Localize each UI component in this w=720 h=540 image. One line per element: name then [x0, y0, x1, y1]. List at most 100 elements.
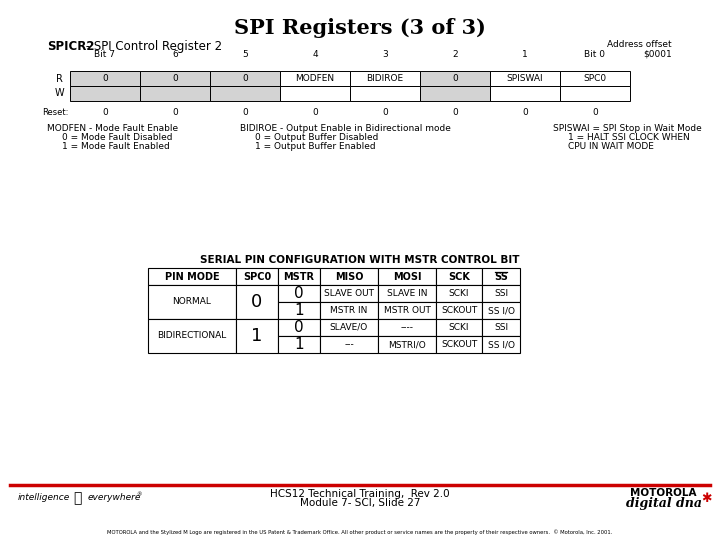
Text: SPC0: SPC0 [243, 272, 271, 281]
Text: SERIAL PIN CONFIGURATION WITH MSTR CONTROL BIT: SERIAL PIN CONFIGURATION WITH MSTR CONTR… [200, 255, 520, 265]
Text: 3: 3 [382, 50, 388, 59]
Text: SLAVE IN: SLAVE IN [387, 289, 427, 298]
Bar [436, 302, 482, 319]
Bar [280, 86, 350, 101]
Text: SCKI: SCKI [449, 289, 469, 298]
Text: SCKI: SCKI [449, 323, 469, 332]
Bar [436, 268, 482, 285]
Text: 0: 0 [452, 108, 458, 117]
Text: 0: 0 [172, 108, 178, 117]
Text: ®: ® [136, 492, 142, 497]
Bar [140, 71, 210, 86]
Text: MODFEN - Mode Fault Enable: MODFEN - Mode Fault Enable [47, 124, 178, 133]
Bar [236, 319, 278, 353]
Text: MOTOROLA: MOTOROLA [630, 488, 696, 498]
Text: SSI: SSI [494, 323, 508, 332]
Text: BIDIROE: BIDIROE [366, 74, 404, 83]
Bar [236, 268, 278, 285]
Text: MSTR OUT: MSTR OUT [384, 306, 431, 315]
Bar [70, 71, 140, 86]
Text: SS: SS [494, 272, 508, 281]
Text: SCK: SCK [448, 272, 470, 281]
Text: SLAVE/O: SLAVE/O [330, 323, 368, 332]
Text: 0: 0 [102, 108, 108, 117]
Text: MSTR: MSTR [284, 272, 315, 281]
Bar [490, 86, 560, 101]
Bar [70, 86, 140, 101]
Bar [278, 268, 320, 285]
Text: digital dna: digital dna [626, 496, 702, 510]
Bar [436, 336, 482, 353]
Bar [436, 319, 482, 336]
Bar [560, 71, 630, 86]
Bar [278, 302, 320, 319]
Text: 0 = Mode Fault Disabled: 0 = Mode Fault Disabled [62, 133, 173, 142]
Text: Bit 0: Bit 0 [585, 50, 606, 59]
Text: 0: 0 [102, 74, 108, 83]
Text: 0: 0 [522, 108, 528, 117]
Text: 0: 0 [251, 293, 263, 311]
Text: SPI Registers (3 of 3): SPI Registers (3 of 3) [234, 18, 486, 38]
Text: 0 = Output Buffer Disabled: 0 = Output Buffer Disabled [255, 133, 379, 142]
Text: - SPI Control Register 2: - SPI Control Register 2 [82, 40, 222, 53]
Text: SSI: SSI [494, 289, 508, 298]
Text: SS I/O: SS I/O [487, 306, 515, 315]
Text: 1 = HALT SSI CLOCK WHEN: 1 = HALT SSI CLOCK WHEN [568, 133, 690, 142]
Bar [420, 71, 490, 86]
Text: ✱: ✱ [701, 491, 711, 504]
Text: HCS12 Technical Training,  Rev 2.0: HCS12 Technical Training, Rev 2.0 [270, 489, 450, 499]
Bar [490, 71, 560, 86]
Text: ---: --- [344, 340, 354, 349]
Text: ----: ---- [400, 323, 413, 332]
Text: 1: 1 [294, 337, 304, 352]
Bar [350, 86, 420, 101]
Text: 1: 1 [522, 50, 528, 59]
Text: 0: 0 [294, 286, 304, 301]
Text: 0: 0 [172, 74, 178, 83]
Bar [140, 86, 210, 101]
Bar [378, 285, 436, 302]
Bar [378, 336, 436, 353]
Text: MSTR IN: MSTR IN [330, 306, 368, 315]
Text: 0: 0 [294, 320, 304, 335]
Text: 1 = Mode Fault Enabled: 1 = Mode Fault Enabled [62, 142, 170, 151]
Bar [482, 302, 520, 319]
Text: 1 = Output Buffer Enabled: 1 = Output Buffer Enabled [255, 142, 376, 151]
Text: Module 7- SCI, Slide 27: Module 7- SCI, Slide 27 [300, 498, 420, 508]
Text: MOTOROLA and the Stylized M Logo are registered in the US Patent & Trademark Off: MOTOROLA and the Stylized M Logo are reg… [107, 529, 613, 535]
Bar [420, 86, 490, 101]
Bar [320, 302, 378, 319]
Text: MODFEN: MODFEN [295, 74, 335, 83]
Text: Address offset: Address offset [608, 40, 672, 49]
Bar [320, 336, 378, 353]
Text: SS I/O: SS I/O [487, 340, 515, 349]
Bar [278, 336, 320, 353]
Text: SCKOUT: SCKOUT [441, 306, 477, 315]
Text: 1: 1 [251, 327, 263, 345]
Text: BIDIRECTIONAL: BIDIRECTIONAL [158, 332, 227, 341]
Bar [482, 285, 520, 302]
Text: SPC0: SPC0 [583, 74, 606, 83]
Bar [148, 268, 236, 285]
Text: 0: 0 [312, 108, 318, 117]
Text: BIDIROE - Output Enable in Bidirectional mode: BIDIROE - Output Enable in Bidirectional… [240, 124, 451, 133]
Text: $0001: $0001 [643, 49, 672, 58]
Text: 0: 0 [382, 108, 388, 117]
Text: 1: 1 [294, 303, 304, 318]
Text: 2: 2 [452, 50, 458, 59]
Bar [320, 285, 378, 302]
Text: Reset:: Reset: [42, 108, 68, 117]
Bar [320, 268, 378, 285]
Text: SCKOUT: SCKOUT [441, 340, 477, 349]
Text: 5: 5 [242, 50, 248, 59]
Bar [280, 71, 350, 86]
Bar [278, 285, 320, 302]
Text: everywhere: everywhere [88, 494, 141, 503]
Bar [482, 319, 520, 336]
Text: SPISWAI = SPI Stop in Wait Mode: SPISWAI = SPI Stop in Wait Mode [553, 124, 702, 133]
Bar [350, 71, 420, 86]
Bar [236, 285, 278, 319]
Text: W: W [54, 89, 64, 98]
Text: 0: 0 [452, 74, 458, 83]
Text: 4: 4 [312, 50, 318, 59]
